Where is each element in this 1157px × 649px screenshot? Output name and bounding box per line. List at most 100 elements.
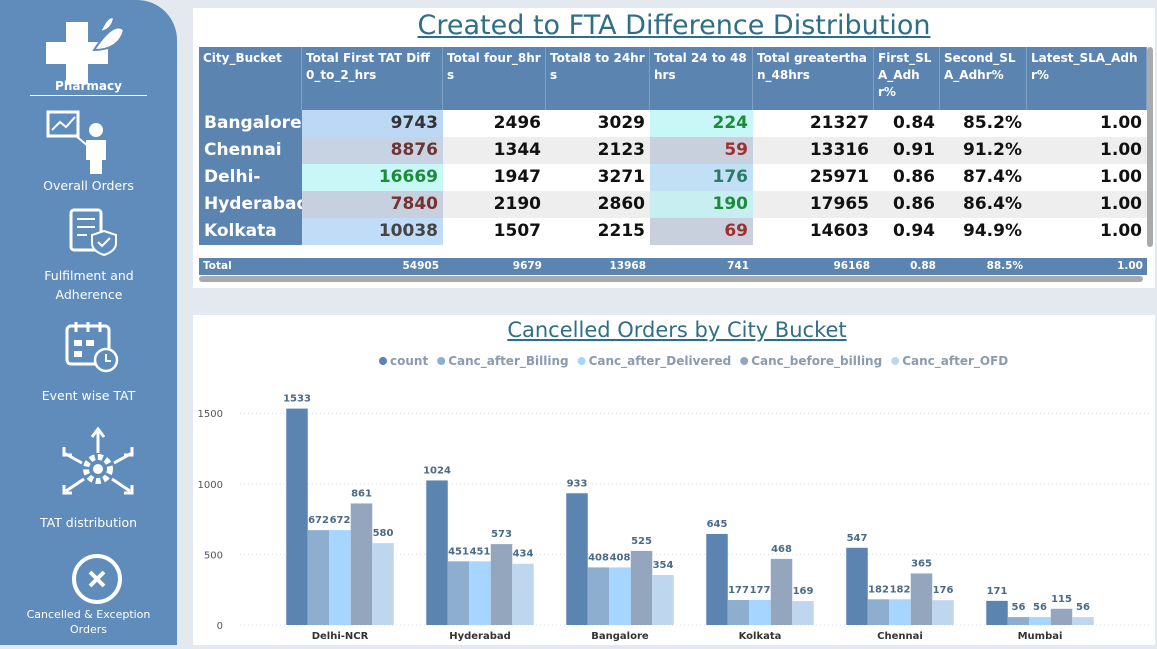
- total-cell: 0.88: [910, 260, 936, 272]
- table-row: Bangalore 9743 2496 3029 224 21327 0.84 85.2% 1.…: [199, 110, 1147, 137]
- legend-marker: [379, 357, 387, 365]
- data-label: 672: [308, 515, 329, 526]
- bar: [706, 533, 728, 625]
- bar: [286, 408, 308, 625]
- data-label: 177: [728, 585, 749, 596]
- legend-label: Canc_after_OFD: [902, 354, 1008, 369]
- legend-label: Canc_after_Delivered: [589, 354, 732, 369]
- x-tick-label: Bangalore: [591, 631, 649, 642]
- nav-item[interactable]: Overall Orders: [43, 178, 134, 193]
- table-cell: 87.4%: [963, 167, 1022, 187]
- legend-marker: [891, 357, 900, 365]
- total-cell: 88.5%: [986, 260, 1023, 272]
- data-label: 115: [1051, 594, 1072, 605]
- nav-item[interactable]: Event wise TAT: [41, 388, 136, 403]
- x-tick-label: Delhi-NCR: [312, 631, 369, 642]
- table-cell: 2496: [493, 113, 541, 133]
- data-label: 861: [351, 488, 372, 499]
- table-cell: Bangalore: [199, 110, 302, 137]
- nav-item[interactable]: TAT distribution: [39, 515, 138, 530]
- bar: [630, 550, 653, 625]
- table-cell: 1.00: [1100, 194, 1142, 214]
- bar: [727, 600, 750, 625]
- nav-item[interactable]: Fulfilment and Adherence: [44, 268, 134, 302]
- data-label: 182: [868, 584, 889, 595]
- table-cell: 86.4%: [963, 194, 1022, 214]
- header-row: City_Bucket Total First TAT Diff 0_to_2_h…: [199, 47, 1147, 110]
- total-cell: Total: [203, 260, 232, 272]
- data-label: 1024: [423, 465, 451, 476]
- logo-label: Pharmacy: [55, 79, 122, 93]
- y-tick-label: 500: [204, 550, 223, 561]
- column-header: Total 24 to 48hrs: [650, 47, 753, 110]
- table-cell: 85.2%: [963, 113, 1022, 133]
- table-cell: 190: [650, 191, 753, 218]
- y-tick-label: 0: [217, 621, 223, 632]
- table-cell: 10038: [302, 218, 443, 245]
- table-row: Hyderabad 7840 2190 2860 190 17965 0.86 86.4% 1.…: [199, 191, 1147, 218]
- x-tick-label: Mumbai: [1018, 631, 1063, 642]
- data-label: 645: [707, 519, 728, 530]
- legend-label: Canc_after_Billing: [448, 354, 568, 369]
- column-header: First_SLA_Adhr%: [874, 47, 940, 110]
- data-label: 525: [631, 536, 652, 547]
- column-header: City_Bucket: [199, 47, 302, 110]
- table-cell: 9743: [302, 110, 443, 137]
- table-cell: 224: [650, 110, 753, 137]
- data-label: 56: [1033, 602, 1047, 613]
- legend-label: Canc_before_billing: [751, 354, 882, 369]
- table-cell: 3271: [597, 167, 645, 187]
- data-label: 176: [933, 585, 954, 596]
- table-cell: 13316: [809, 140, 869, 160]
- total-cell: 54905: [402, 260, 439, 272]
- tat-icon: [62, 427, 134, 495]
- column-header: Total four_8hrs: [443, 47, 546, 110]
- bar: [867, 599, 890, 625]
- total-cell: 1.00: [1117, 260, 1143, 272]
- table-cell: 94.9%: [963, 221, 1022, 241]
- total-row: Total 54905 9679 13968 741 96168 0.88 88.5% 1.00: [199, 258, 1147, 275]
- bar: [372, 543, 394, 625]
- table-cell: Hyderabad: [199, 191, 309, 218]
- data-label: 434: [513, 549, 534, 560]
- bar: [846, 547, 868, 625]
- bar: [932, 600, 954, 625]
- table-cell: 17965: [809, 194, 869, 214]
- fulfilment-icon: [69, 208, 117, 257]
- total-cell: 96168: [833, 260, 870, 272]
- column-header: Second_SLA_Adhr%: [940, 47, 1027, 110]
- data-label: 169: [793, 586, 814, 597]
- legend-marker: [577, 357, 586, 365]
- bar: [770, 558, 793, 625]
- bar: [1007, 617, 1030, 625]
- table-cell: 0.94: [893, 221, 935, 241]
- bar: [566, 493, 588, 625]
- bar: [350, 503, 373, 625]
- table-cell: 2860: [597, 194, 645, 214]
- bar: [512, 563, 534, 625]
- event-icon: [65, 322, 119, 373]
- data-label: 933: [567, 478, 588, 489]
- table-cell: 3029: [597, 113, 645, 133]
- table-cell: Chennai: [199, 137, 302, 164]
- bar: [1072, 617, 1094, 625]
- table-cell: 0.86: [893, 167, 935, 187]
- table-row: Kolkata 10038 1507 2215 69 14603 0.94 94.9% 1.00: [199, 218, 1147, 245]
- table-cell: 21327: [809, 113, 869, 133]
- bar: [1050, 608, 1073, 625]
- legend-marker: [740, 357, 749, 365]
- table-cell: 2215: [597, 221, 645, 241]
- bar: [587, 567, 610, 625]
- data-label: 672: [330, 515, 351, 526]
- table-cell: Kolkata: [199, 218, 302, 245]
- bar: [329, 530, 351, 625]
- data-label: 56: [1076, 602, 1090, 613]
- table-cell: 0.91: [893, 140, 935, 160]
- nav-item[interactable]: Cancelled & Exception Orders: [26, 608, 151, 636]
- data-label: 408: [588, 552, 609, 563]
- column-header: Total8 to 24hrs: [546, 47, 650, 110]
- x-tick-label: Chennai: [877, 631, 923, 642]
- data-label: 354: [653, 560, 674, 571]
- table-cell: 2190: [493, 194, 541, 214]
